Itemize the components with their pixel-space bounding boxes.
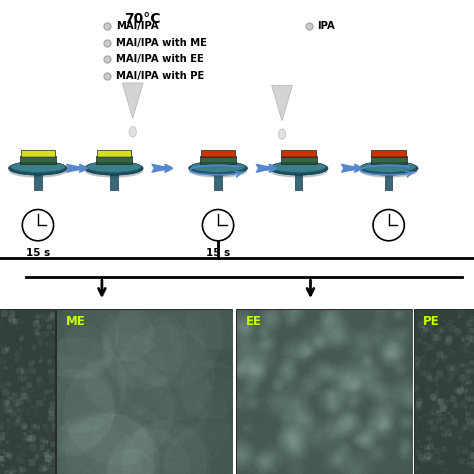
Circle shape (202, 210, 234, 241)
FancyBboxPatch shape (295, 168, 302, 191)
Text: PE: PE (423, 315, 440, 328)
Ellipse shape (359, 162, 418, 175)
Ellipse shape (270, 164, 328, 178)
FancyBboxPatch shape (201, 150, 235, 157)
FancyBboxPatch shape (281, 156, 317, 164)
Ellipse shape (360, 164, 418, 178)
Text: EE: EE (246, 315, 262, 328)
Text: ME: ME (65, 315, 85, 328)
FancyBboxPatch shape (282, 150, 316, 157)
Ellipse shape (84, 162, 143, 175)
FancyBboxPatch shape (96, 163, 132, 164)
FancyBboxPatch shape (282, 156, 316, 157)
FancyBboxPatch shape (200, 156, 236, 164)
Ellipse shape (361, 162, 416, 173)
FancyBboxPatch shape (34, 168, 42, 191)
FancyBboxPatch shape (20, 156, 56, 164)
FancyBboxPatch shape (372, 150, 406, 157)
FancyBboxPatch shape (371, 163, 407, 164)
Ellipse shape (9, 162, 67, 175)
FancyBboxPatch shape (21, 156, 55, 157)
FancyBboxPatch shape (110, 168, 118, 191)
Ellipse shape (278, 129, 286, 139)
Ellipse shape (271, 162, 326, 173)
FancyBboxPatch shape (97, 156, 131, 157)
Ellipse shape (189, 162, 247, 175)
Ellipse shape (10, 162, 65, 173)
Ellipse shape (191, 162, 246, 173)
Ellipse shape (129, 127, 137, 137)
FancyBboxPatch shape (372, 156, 406, 157)
FancyBboxPatch shape (281, 163, 317, 164)
Ellipse shape (189, 164, 247, 178)
FancyBboxPatch shape (21, 150, 55, 157)
Ellipse shape (9, 164, 67, 178)
FancyBboxPatch shape (20, 163, 56, 164)
FancyBboxPatch shape (97, 150, 131, 157)
Text: MAI/IPA: MAI/IPA (116, 21, 159, 31)
FancyBboxPatch shape (96, 156, 132, 164)
Ellipse shape (269, 162, 328, 175)
FancyBboxPatch shape (0, 310, 55, 474)
FancyBboxPatch shape (201, 156, 235, 157)
Ellipse shape (86, 162, 141, 173)
Text: MAI/IPA with ME: MAI/IPA with ME (116, 37, 207, 48)
Circle shape (22, 210, 54, 241)
Polygon shape (122, 83, 143, 118)
FancyBboxPatch shape (385, 168, 392, 191)
Ellipse shape (85, 164, 143, 178)
FancyBboxPatch shape (200, 163, 236, 164)
FancyBboxPatch shape (57, 310, 232, 474)
Polygon shape (272, 85, 292, 121)
FancyBboxPatch shape (237, 310, 412, 474)
FancyBboxPatch shape (371, 156, 407, 164)
Circle shape (373, 210, 404, 241)
FancyBboxPatch shape (415, 310, 474, 474)
FancyBboxPatch shape (214, 168, 222, 191)
Text: 15 s: 15 s (206, 247, 230, 258)
Text: 70°C: 70°C (124, 12, 161, 26)
Text: MAI/IPA with EE: MAI/IPA with EE (116, 54, 204, 64)
Text: MAI/IPA with PE: MAI/IPA with PE (116, 71, 204, 81)
Text: 15 s: 15 s (26, 247, 50, 258)
Text: IPA: IPA (318, 21, 335, 31)
